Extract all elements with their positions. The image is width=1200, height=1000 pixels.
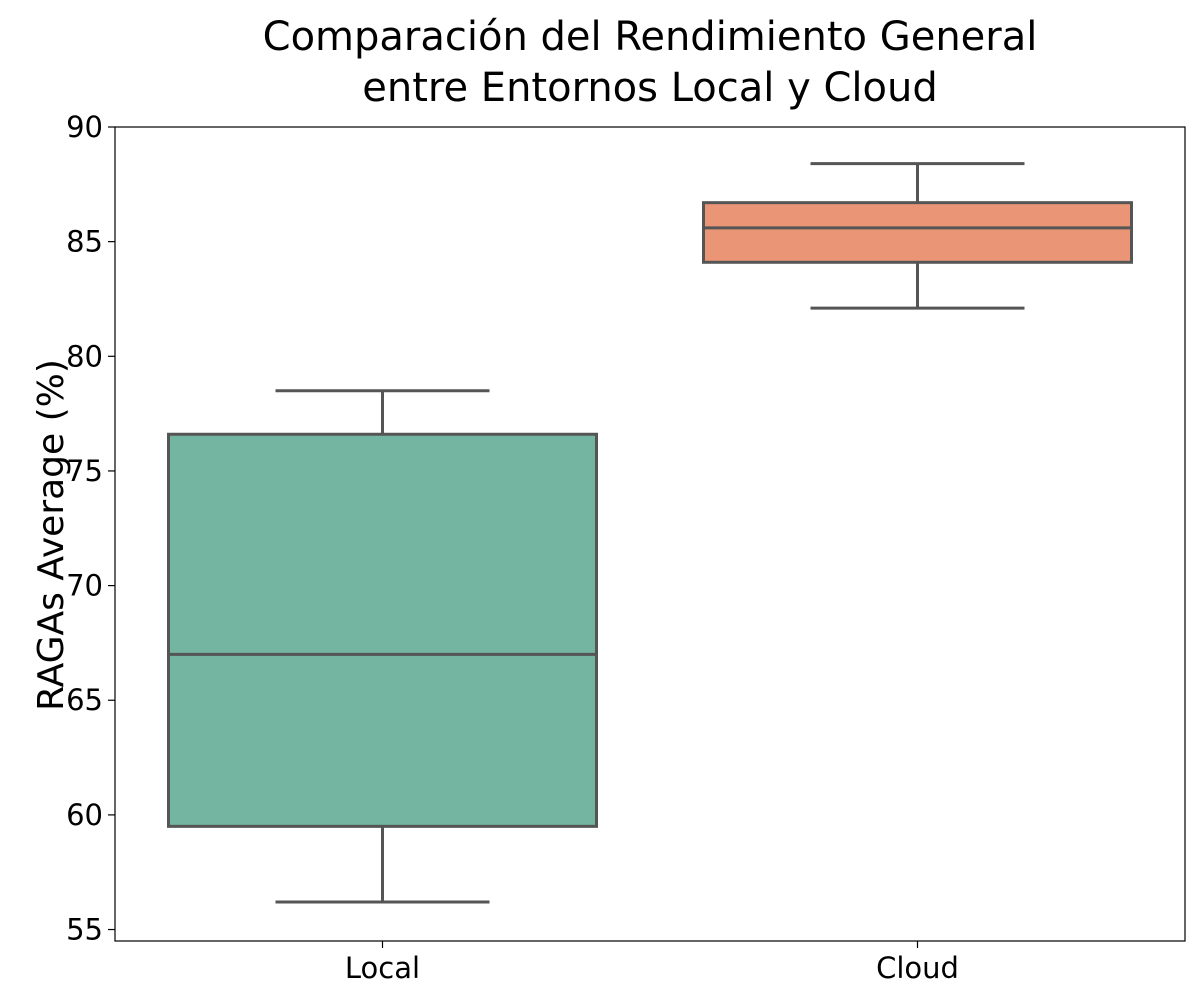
plot-frame: [114, 126, 1186, 942]
box-local: [167, 389, 598, 904]
x-tick-label-local: Local: [345, 951, 420, 985]
y-tick-label-55: 55: [66, 913, 103, 947]
y-tick-label-75: 75: [66, 454, 103, 488]
x-tick-label-cloud: Cloud: [876, 951, 959, 985]
chart-title-line-2: entre Entornos Local y Cloud: [362, 65, 937, 111]
y-tick-label-70: 70: [66, 569, 103, 603]
y-tick-label-80: 80: [66, 339, 103, 373]
y-tick-label-65: 65: [66, 683, 103, 717]
iqr-box-local: [167, 432, 598, 828]
plot-area: 55 60 65 70 75 80 85 90 Local Cloud: [66, 110, 1186, 985]
chart-title-group: Comparación del Rendimiento General entr…: [263, 14, 1038, 111]
iqr-box-cloud: [702, 201, 1133, 264]
y-tick-label-90: 90: [66, 110, 103, 144]
y-axis-label: RAGAs Average (%): [31, 359, 72, 711]
chart-title-line-1: Comparación del Rendimiento General: [263, 14, 1038, 60]
y-tick-label-85: 85: [66, 225, 103, 259]
box-cloud: [702, 162, 1133, 310]
y-tick-label-60: 60: [66, 798, 103, 832]
